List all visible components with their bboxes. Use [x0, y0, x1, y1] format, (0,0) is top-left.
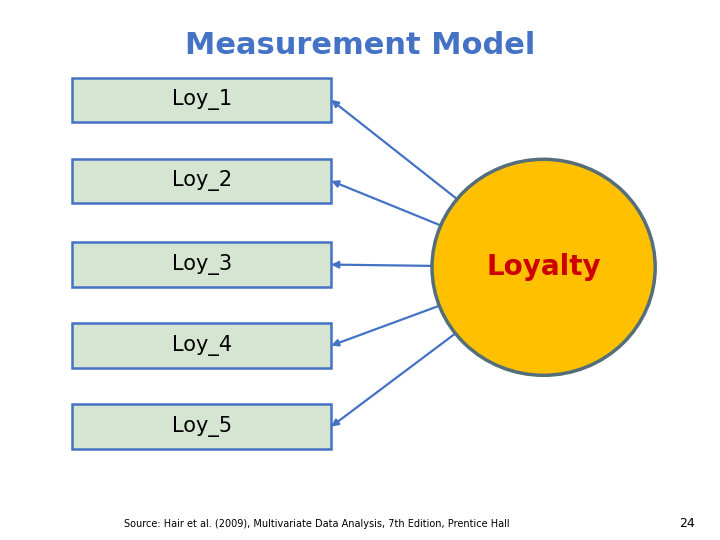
FancyBboxPatch shape [72, 404, 331, 449]
Text: Loy_2: Loy_2 [171, 171, 232, 191]
FancyBboxPatch shape [72, 78, 331, 122]
Text: Loy_3: Loy_3 [171, 254, 232, 275]
Text: Source: Hair et al. (2009), Multivariate Data Analysis, 7th Edition, Prentice Ha: Source: Hair et al. (2009), Multivariate… [124, 519, 510, 529]
Text: Measurement Model: Measurement Model [185, 31, 535, 60]
Text: Loyalty: Loyalty [486, 253, 601, 281]
Text: Loy_5: Loy_5 [171, 416, 232, 437]
Text: Loy_4: Loy_4 [171, 335, 232, 356]
Ellipse shape [432, 159, 655, 375]
Text: 24: 24 [679, 517, 695, 530]
FancyBboxPatch shape [72, 323, 331, 368]
FancyBboxPatch shape [72, 159, 331, 203]
FancyBboxPatch shape [72, 242, 331, 287]
Text: Loy_1: Loy_1 [171, 90, 232, 110]
